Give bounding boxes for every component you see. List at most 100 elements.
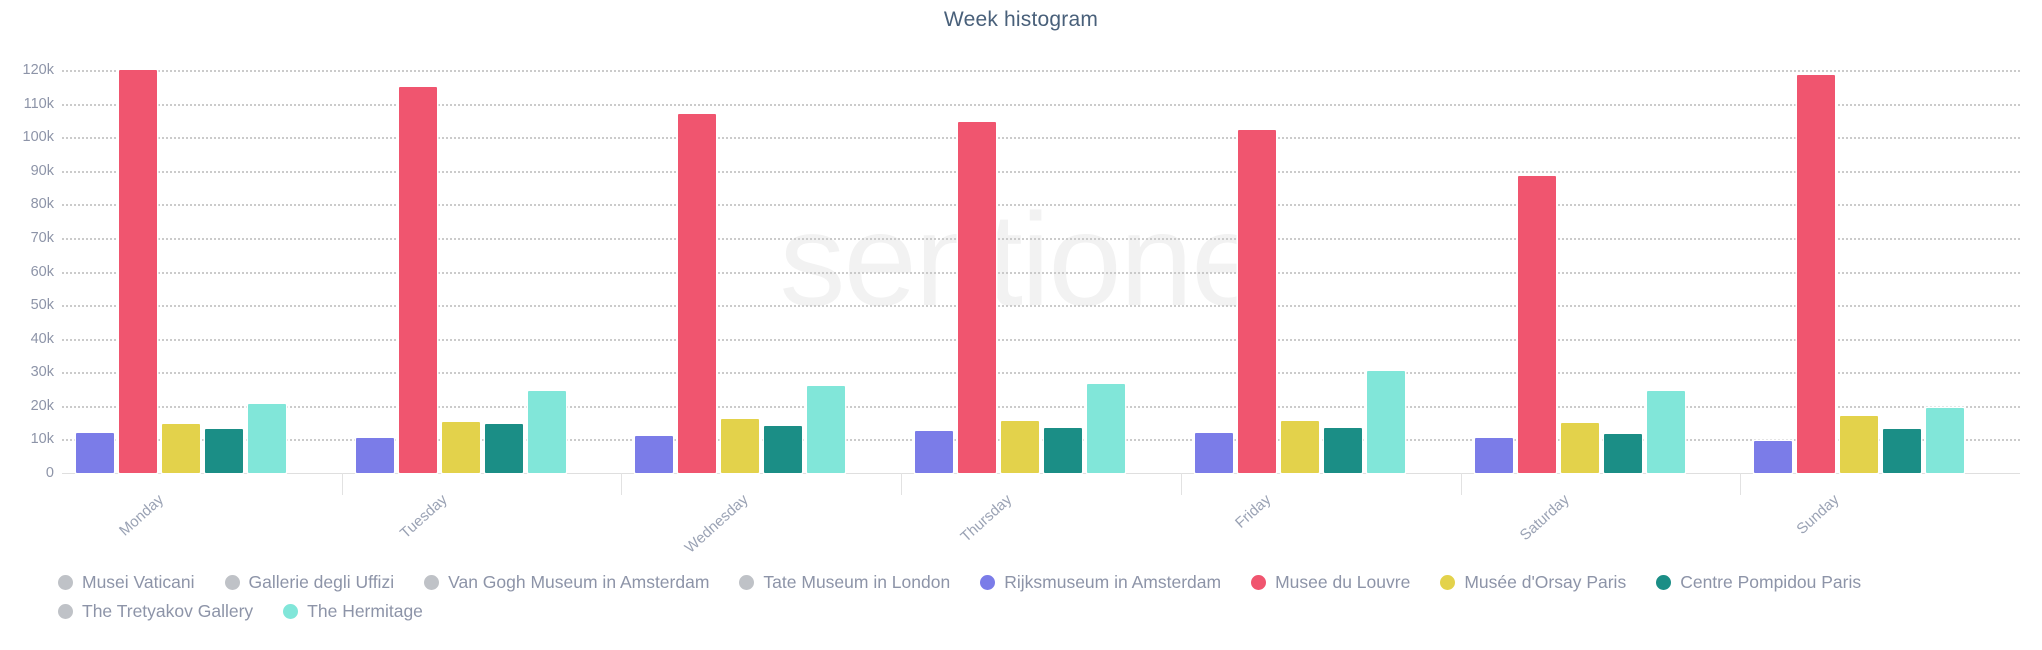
legend-item-label: Musei Vaticani [82, 572, 195, 592]
legend-item[interactable]: Tate Museum in London [739, 572, 950, 593]
bar-group [1181, 70, 1461, 473]
legend-dot-icon [424, 575, 440, 590]
legend-dot-icon [1656, 575, 1672, 590]
legend-item-label: Van Gogh Museum in Amsterdam [448, 572, 710, 592]
bar-group-bars [342, 70, 622, 473]
bar-group [1461, 70, 1741, 473]
bar[interactable] [1754, 441, 1793, 473]
bar[interactable] [915, 431, 954, 473]
legend-item[interactable]: Van Gogh Museum in Amsterdam [424, 572, 709, 593]
legend-item-label: Tate Museum in London [763, 572, 951, 592]
bar-group-bars [62, 70, 342, 473]
bar[interactable] [1237, 130, 1276, 473]
x-axis-tick-label: Wednesday [682, 491, 753, 557]
x-axis-tick-label: Thursday [957, 491, 1016, 546]
x-axis-separator [901, 473, 903, 495]
x-axis-tick-cell: Tuesday [342, 473, 622, 543]
bar[interactable] [1797, 75, 1836, 473]
bar[interactable] [1044, 427, 1083, 473]
y-axis-tick: 30k [30, 364, 54, 381]
plot-area [62, 70, 2020, 495]
legend-item[interactable]: The Tretyakov Gallery [58, 601, 253, 622]
bar[interactable] [807, 385, 846, 473]
x-axis-tick-cell: Wednesday [621, 473, 901, 556]
bar[interactable] [484, 424, 523, 473]
y-axis-tick: 70k [30, 229, 54, 246]
bar-group [342, 70, 622, 473]
legend-item-label: Rijksmuseum in Amsterdam [1004, 572, 1222, 592]
gridline [62, 372, 2020, 375]
bar[interactable] [355, 437, 394, 473]
legend-item[interactable]: Centre Pompidou Paris [1656, 572, 1861, 593]
legend-dot-icon [739, 575, 755, 590]
legend-item[interactable]: Musée d'Orsay Paris [1440, 572, 1626, 593]
x-axis-tick-label: Tuesday [396, 491, 451, 542]
legend-dot-icon [224, 575, 240, 590]
y-axis-tick: 0 [45, 465, 54, 481]
bar[interactable] [1194, 433, 1233, 473]
bar-group-bars [621, 70, 901, 473]
bar[interactable] [162, 424, 200, 473]
legend-item[interactable]: Musee du Louvre [1251, 572, 1410, 593]
legend-item[interactable]: Gallerie degli Uffizi [224, 572, 395, 593]
bar[interactable] [1883, 429, 1922, 473]
legend-item-label: Gallerie degli Uffizi [248, 572, 395, 592]
bar-group [1740, 70, 2020, 473]
axis-baseline [62, 473, 2020, 474]
bar[interactable] [764, 425, 803, 473]
bar[interactable] [1323, 427, 1362, 473]
bar[interactable] [398, 86, 437, 473]
legend-item-label: Musée d'Orsay Paris [1464, 572, 1627, 592]
gridline [62, 204, 2020, 207]
gridline [62, 170, 2020, 173]
legend-item-label: Musee du Louvre [1275, 572, 1411, 592]
bar-groups [62, 70, 2020, 473]
x-axis-separator [1740, 473, 1742, 495]
y-axis-tick: 20k [30, 397, 54, 414]
gridline [62, 338, 2020, 341]
bar[interactable] [1087, 384, 1126, 473]
bar[interactable] [678, 113, 717, 473]
legend-item[interactable]: The Hermitage [283, 601, 423, 622]
bar[interactable] [1474, 438, 1513, 473]
bar[interactable] [1646, 390, 1685, 473]
bar[interactable] [441, 421, 480, 473]
bar[interactable] [1517, 175, 1556, 473]
bar[interactable] [635, 436, 674, 473]
bar[interactable] [205, 429, 243, 473]
legend[interactable]: Musei Vaticani Gallerie degli Uffizi Van G… [58, 572, 2018, 622]
x-axis-separator [1180, 473, 1182, 495]
legend-item[interactable]: Rijksmuseum in Amsterdam [980, 572, 1221, 593]
legend-dot-icon [58, 575, 73, 590]
bar[interactable] [1840, 415, 1879, 473]
bar[interactable] [1926, 407, 1965, 473]
legend-dot-icon [1251, 575, 1267, 590]
bar-group-bars [1461, 70, 1741, 473]
bar-group [62, 70, 342, 473]
bar[interactable] [76, 432, 114, 473]
x-axis-tick-label: Saturday [1516, 491, 1573, 544]
gridline [62, 103, 2020, 106]
bar[interactable] [1366, 370, 1405, 473]
bar[interactable] [1280, 420, 1319, 473]
bar[interactable] [527, 390, 566, 473]
legend-dot-icon [1440, 575, 1456, 590]
x-axis-tick-label: Sunday [1793, 491, 1843, 538]
y-axis-tick: 100k [22, 129, 54, 146]
x-axis-tick-cell: Friday [1181, 473, 1461, 543]
x-axis-separator [341, 473, 343, 495]
page-title: Week histogram [943, 8, 1099, 31]
bar[interactable] [248, 404, 286, 473]
bar[interactable] [1001, 420, 1040, 473]
bar[interactable] [119, 70, 157, 473]
x-axis-tick-cell: Saturday [1461, 473, 1741, 544]
bar[interactable] [1560, 422, 1599, 473]
legend-dot-icon [980, 575, 996, 590]
bar[interactable] [1603, 434, 1642, 473]
legend-item-label: Centre Pompidou Paris [1680, 572, 1862, 592]
y-axis: 120k 110k 100k 90k 80k 70k 60k 50k 40k 30k 20k 10k 0 [0, 62, 54, 481]
bar[interactable] [721, 418, 760, 473]
bar[interactable] [958, 122, 997, 473]
legend-item[interactable]: Musei Vaticani [58, 572, 195, 593]
